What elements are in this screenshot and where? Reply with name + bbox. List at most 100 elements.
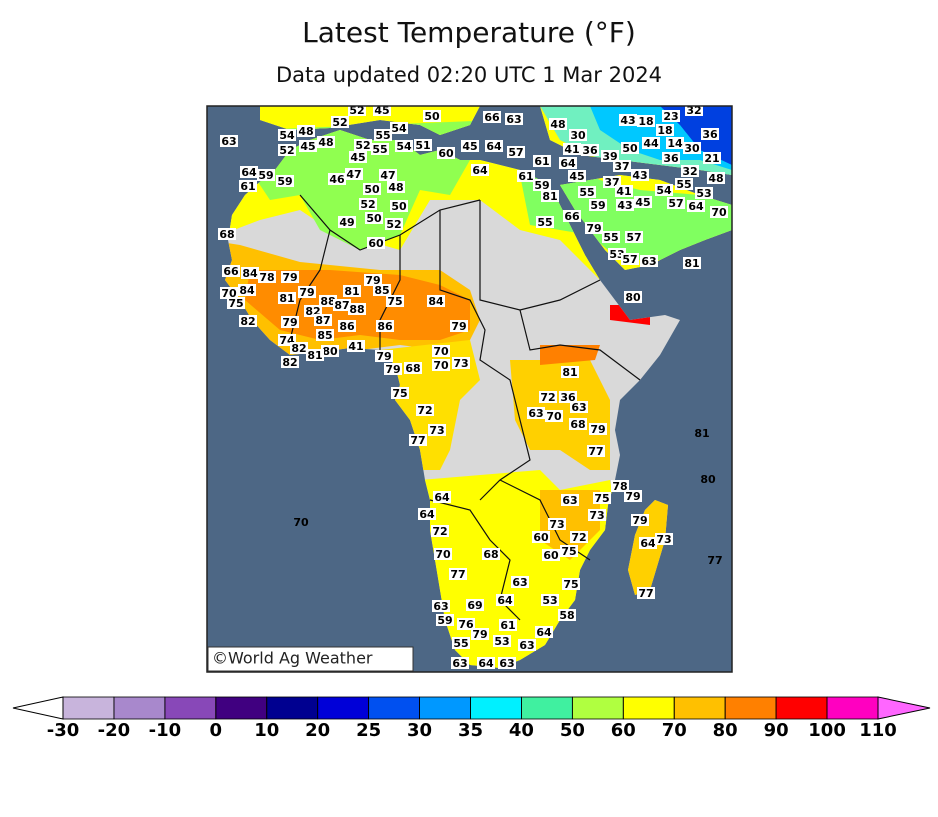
station-value: 68 [483,548,498,561]
station-box [589,423,607,435]
station-box [637,115,655,127]
station-value: 61 [534,155,549,168]
station-value: 54 [391,122,407,135]
station-value: 64 [472,164,488,177]
colorbar-segment [419,696,471,720]
station-box [371,143,389,155]
station-box [685,106,703,116]
station-box [485,140,503,152]
station-value: 18 [638,115,653,128]
station-box [281,271,299,283]
station-value: 54 [656,184,672,197]
station-box [642,137,660,149]
station-box [535,626,553,638]
station-box [539,391,557,403]
colorbar-tick-label: 110 [859,720,897,741]
station-box [375,350,393,362]
station-value: 48 [318,136,333,149]
station-value: 86 [339,320,355,333]
station-value: 50 [424,110,440,123]
station-value: 77 [638,587,653,600]
station-box [559,157,577,169]
station-value: 47 [380,169,395,182]
colorbar-tick-label: 90 [764,720,789,741]
station-value: 72 [540,391,555,404]
station-box [461,140,479,152]
station-box [559,391,577,403]
station-value: 57 [626,231,641,244]
colorbar-segment [826,696,879,720]
station-box [278,129,296,141]
station-value: 54 [279,129,295,142]
station-box [374,129,392,141]
station-box [278,292,296,304]
map-frame [206,105,733,673]
station-value: 60 [533,531,549,544]
station-box [238,284,256,296]
station-box [258,271,276,283]
station-box [578,186,596,198]
station-box [695,187,713,199]
station-box [314,314,332,326]
station-value: 84 [239,284,255,297]
station-box [640,255,658,267]
station-box [384,363,402,375]
station-value: 64 [434,491,450,504]
station-value: 47 [346,168,361,181]
station-value: 59 [534,179,549,192]
station-value: 72 [571,531,586,544]
station-value: 43 [632,169,647,182]
station-box [321,345,339,357]
station-box [570,531,588,543]
station-box [569,418,587,430]
colorbar-tick-label: -20 [98,720,131,741]
colorbar-segment [62,696,115,720]
station-box [457,618,475,630]
colorbar-segment [571,696,624,720]
station-value: 70 [433,345,449,358]
colorbar-segment [215,696,268,720]
station-value: 59 [437,614,452,627]
station-value: 66 [484,111,500,124]
station-value: 55 [375,129,390,142]
station-value: 64 [688,200,704,213]
colorbar-segment [317,696,370,720]
station-value: 55 [676,178,691,191]
station-value: 82 [282,356,297,369]
station-value: 63 [506,113,521,126]
station-box [316,329,334,341]
station-box [363,183,381,195]
station-value: 79 [451,320,466,333]
station-value: 78 [259,271,274,284]
colorbar-tick-label: 25 [356,720,381,741]
station-value: 79 [385,363,400,376]
station-value: 73 [656,533,671,546]
colorbar-segment [673,696,726,720]
station-box [549,118,567,130]
station-box [452,637,470,649]
station-value: 64 [419,508,435,521]
station-box [548,518,566,530]
station-value: 70 [435,548,451,561]
station-box [662,110,680,122]
station-box [588,509,606,521]
station-value: 63 [528,407,543,420]
station-box [667,197,685,209]
station-value: 81 [694,427,709,440]
station-box [542,549,560,561]
station-box [585,222,603,234]
station-box [452,357,470,369]
station-value: 81 [562,366,577,379]
station-value: 68 [405,362,420,375]
station-box [239,180,257,192]
station-box [317,136,335,148]
station-box [613,160,631,172]
station-value: 36 [663,152,679,165]
station-box [558,609,576,621]
station-box [624,490,642,502]
station-box [499,619,517,631]
station-box [257,169,275,181]
station-box [390,200,408,212]
